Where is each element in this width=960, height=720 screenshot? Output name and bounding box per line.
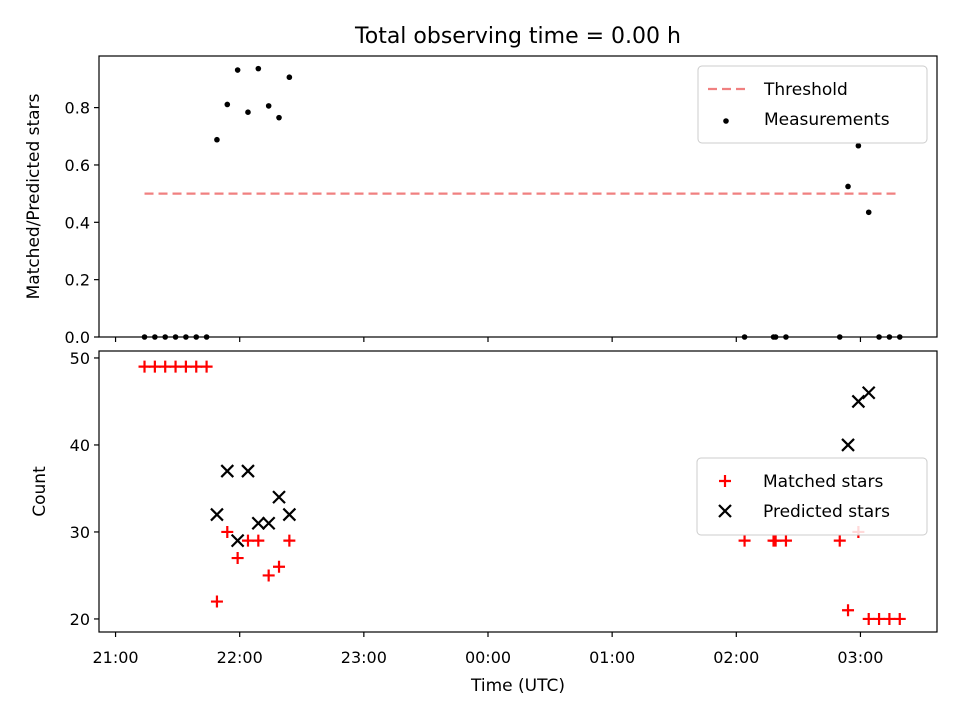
y-tick-label: 40 — [70, 436, 90, 455]
x-tick-label: 23:00 — [341, 648, 387, 667]
data-point-predicted — [210, 507, 224, 522]
y-tick-label: 30 — [70, 523, 90, 542]
data-point-measurement — [286, 74, 293, 81]
legend-label: Matched stars — [763, 472, 883, 492]
axes-frame — [98, 350, 938, 633]
data-point-matched — [833, 534, 846, 547]
data-point-measurement — [276, 114, 282, 121]
data-point-matched — [862, 612, 875, 625]
legend-swatch-measurements — [723, 118, 729, 124]
data-point-matched — [200, 360, 213, 373]
data-point-matched — [231, 552, 244, 565]
data-point-measurement — [224, 101, 231, 108]
x-tick-label: 21:00 — [92, 648, 138, 667]
data-point-measurement — [214, 136, 220, 143]
data-point-predicted — [272, 490, 286, 504]
y-tick-label: 0.4 — [65, 213, 90, 232]
data-point-predicted — [282, 507, 297, 522]
top-panel: 0.0 0.2 0.4 0.6 0.8 Total observing time = 0.… — [24, 24, 938, 347]
axes-frame — [98, 55, 938, 338]
data-point-matched — [883, 612, 896, 625]
data-point-measurement — [234, 67, 241, 73]
legend: Threshold Measurements — [697, 65, 928, 144]
data-point-predicted — [241, 464, 255, 478]
y-tick-label: 0.6 — [65, 156, 90, 175]
data-point-matched — [873, 612, 886, 625]
legend-label: Threshold — [763, 80, 848, 100]
x-axis-label: Time (UTC) — [470, 676, 565, 696]
data-point-predicted — [251, 516, 266, 531]
data-point-measurement — [255, 65, 262, 72]
data-point-matched — [283, 534, 296, 547]
x-tick-label: 00:00 — [465, 648, 511, 667]
data-point-matched — [252, 534, 265, 547]
y-tick-label: 0.0 — [65, 328, 90, 347]
data-point-matched — [769, 534, 782, 547]
x-tick-label: 22:00 — [217, 648, 263, 667]
data-point-measurement — [265, 103, 272, 109]
data-point-matched — [169, 360, 182, 373]
data-point-matched — [179, 360, 192, 373]
data-point-matched — [221, 525, 234, 538]
legend-box — [697, 65, 928, 144]
data-point-predicted — [851, 394, 866, 409]
data-point-predicted — [861, 385, 876, 400]
data-point-predicted — [220, 464, 235, 478]
data-point-matched — [210, 595, 223, 608]
data-point-matched — [273, 560, 286, 573]
legend-label: Measurements — [764, 110, 890, 130]
legend-swatch-predicted — [718, 504, 732, 518]
legend-box — [696, 457, 928, 536]
y-axis-label: Count — [30, 466, 50, 517]
data-point-measurement — [865, 209, 872, 216]
data-point-measurement — [245, 109, 251, 115]
chart-title: Total observing time = 0.00 h — [354, 24, 681, 49]
data-point-matched — [262, 569, 275, 582]
y-axis-label: Matched/Predicted stars — [24, 93, 44, 299]
x-tick-label: 02:00 — [713, 648, 759, 667]
y-tick-label: 50 — [70, 349, 90, 368]
y-tick-label: 0.2 — [65, 271, 90, 290]
bottom-panel: 20 30 40 50 21:00 22:00 23:00 00:00 01:00 02:00 03… — [30, 349, 938, 696]
x-tick-label: 03:00 — [837, 648, 883, 667]
data-point-predicted — [261, 516, 276, 531]
data-point-measurement — [855, 142, 862, 149]
data-point-matched — [241, 534, 254, 547]
legend-label: Predicted stars — [763, 502, 890, 522]
y-tick-label: 20 — [70, 610, 90, 629]
data-point-matched — [138, 360, 151, 373]
data-point-predicted — [841, 438, 855, 452]
data-point-matched — [148, 360, 161, 373]
data-point-matched — [842, 604, 855, 617]
data-point-matched — [779, 534, 792, 547]
data-point-measurement — [845, 183, 851, 190]
legend: Matched stars Predicted stars — [696, 457, 928, 536]
data-point-matched — [893, 612, 906, 625]
data-point-matched — [159, 360, 172, 373]
data-point-predicted — [230, 533, 245, 548]
data-point-matched — [738, 534, 751, 547]
data-point-matched — [190, 360, 203, 373]
legend-swatch-matched — [719, 475, 731, 487]
x-tick-label: 01:00 — [589, 648, 635, 667]
y-tick-label: 0.8 — [65, 99, 90, 118]
